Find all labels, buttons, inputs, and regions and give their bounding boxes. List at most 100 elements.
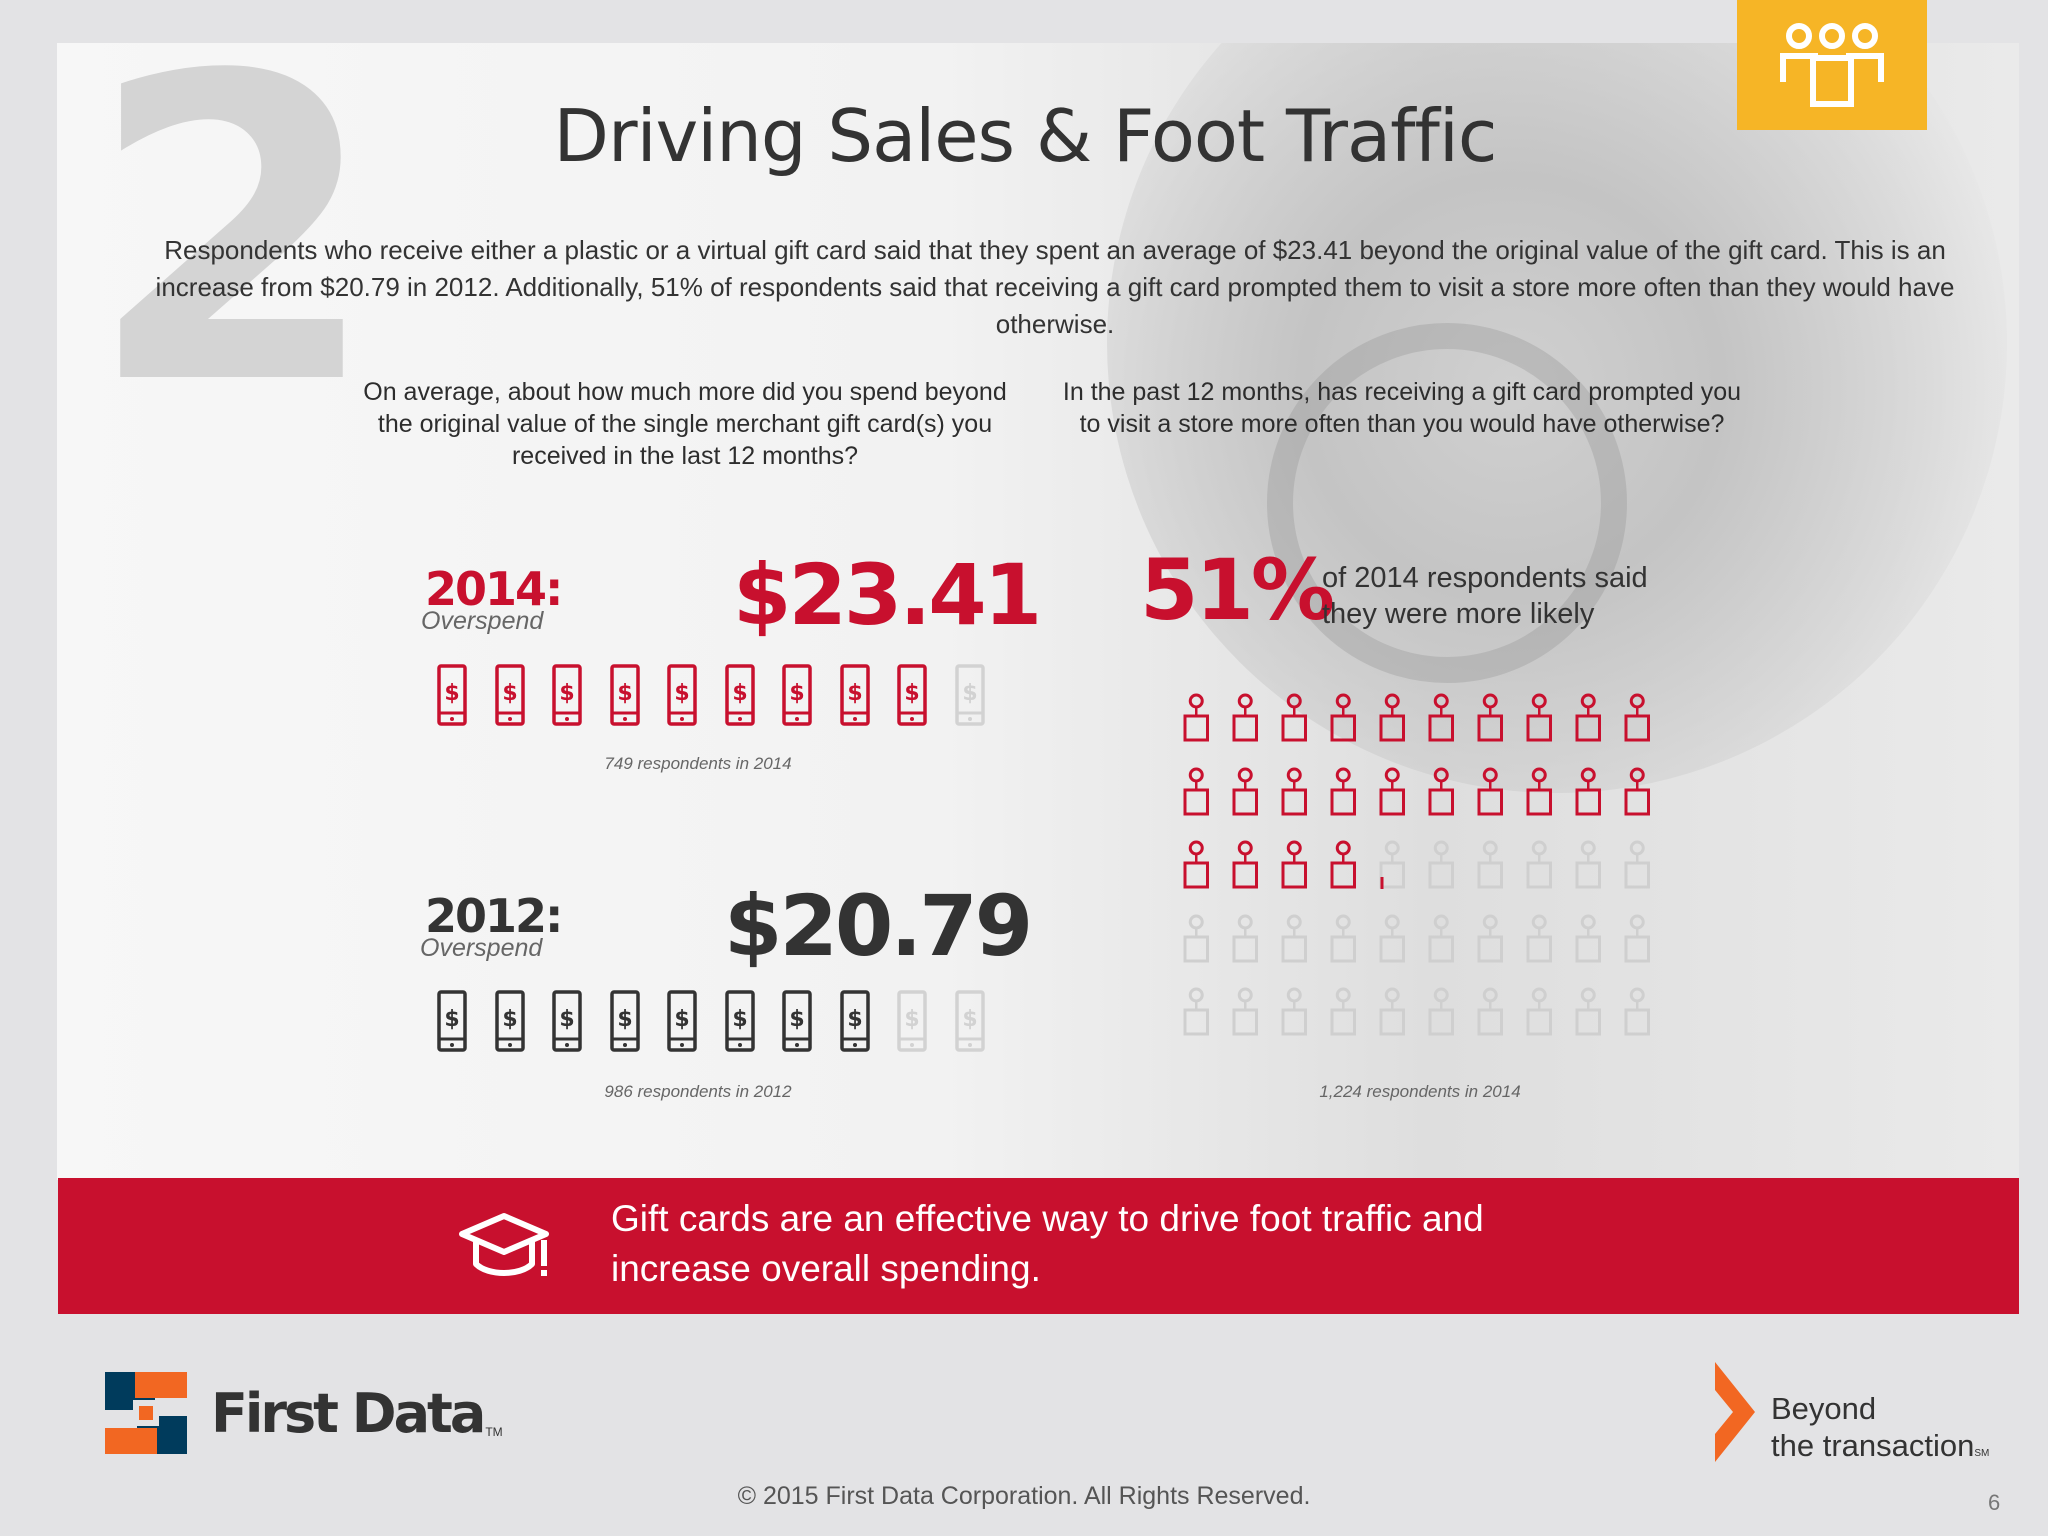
person-icon-filled bbox=[1624, 767, 1650, 815]
year-2012-label: 2012: bbox=[425, 889, 563, 943]
caption-2012: 986 respondents in 2012 bbox=[604, 1082, 792, 1101]
person-icon-empty bbox=[1575, 840, 1601, 889]
page-title: Driving Sales & Foot Traffic bbox=[553, 94, 1498, 178]
person-icon-empty bbox=[1477, 840, 1503, 889]
tagline-line2-text: the transaction bbox=[1771, 1428, 1975, 1463]
beyond-logo: Beyond the transactionSM bbox=[1715, 1362, 1989, 1472]
slide-panel: 2 bbox=[57, 43, 2019, 1180]
svg-text:$: $ bbox=[502, 681, 517, 706]
caption-people: 1,224 respondents in 2014 bbox=[1319, 1082, 1521, 1101]
person-icon-filled bbox=[1183, 840, 1209, 889]
person-icon-filled bbox=[1281, 767, 1307, 815]
person-icon-empty bbox=[1281, 914, 1307, 962]
svg-text:$: $ bbox=[847, 1007, 862, 1032]
phone-dollar-icon-filled: $ bbox=[839, 990, 870, 1052]
person-icon-filled bbox=[1232, 767, 1258, 815]
phone-dollar-icon-filled: $ bbox=[724, 664, 755, 726]
svg-text:$: $ bbox=[904, 681, 919, 706]
phone-icons-2012: $ $ $ $ $ $ $ $ $ $ bbox=[437, 990, 985, 1052]
person-icon-filled bbox=[1428, 767, 1454, 815]
people-badge bbox=[1737, 0, 1927, 130]
tagline-servicemark: SM bbox=[1974, 1448, 1990, 1459]
caption-2014: 749 respondents in 2014 bbox=[604, 754, 792, 773]
phone-dollar-icon-filled: $ bbox=[609, 990, 640, 1052]
svg-text:$: $ bbox=[617, 681, 632, 706]
percent-description: of 2014 respondents said they were more … bbox=[1322, 562, 1648, 630]
svg-text:$: $ bbox=[502, 1007, 517, 1032]
group-people-icon bbox=[1780, 23, 1884, 107]
person-icon-filled bbox=[1526, 767, 1552, 815]
svg-text:$: $ bbox=[789, 681, 804, 706]
amount-2014: $23.41 bbox=[733, 546, 1042, 644]
svg-text:$: $ bbox=[674, 681, 689, 706]
person-icon-empty bbox=[1330, 987, 1356, 1036]
people-row bbox=[1182, 766, 1652, 818]
svg-text:$: $ bbox=[904, 1007, 919, 1032]
person-icon-empty bbox=[1428, 987, 1454, 1036]
tagline-line1: Beyond bbox=[1771, 1391, 1877, 1426]
person-icon-empty bbox=[1330, 914, 1356, 962]
person-icon-empty bbox=[1379, 840, 1405, 889]
person-icon-filled bbox=[1379, 767, 1405, 815]
svg-text:$: $ bbox=[617, 1007, 632, 1032]
person-icon-filled bbox=[1183, 693, 1209, 742]
person-icon-empty bbox=[1183, 914, 1209, 962]
person-icon-empty bbox=[1428, 840, 1454, 889]
person-icon-empty bbox=[1526, 987, 1552, 1036]
people-icon-grid bbox=[1182, 692, 1652, 1060]
person-icon-empty bbox=[1232, 914, 1258, 962]
person-icon-filled bbox=[1526, 693, 1552, 742]
phone-dollar-icon-filled: $ bbox=[667, 990, 697, 1052]
person-icon-empty bbox=[1379, 987, 1405, 1036]
person-icon-empty bbox=[1526, 914, 1552, 962]
person-icon-filled bbox=[1428, 693, 1454, 742]
phone-dollar-icon-empty: $ bbox=[897, 990, 927, 1052]
phone-dollar-icon-filled: $ bbox=[782, 664, 812, 726]
person-icon-filled bbox=[1232, 840, 1258, 889]
person-icon-filled bbox=[1624, 693, 1650, 742]
svg-text:$: $ bbox=[444, 1007, 459, 1032]
phone-dollar-icon-filled: $ bbox=[724, 990, 755, 1052]
graduation-cap-icon bbox=[459, 1213, 549, 1276]
right-question: In the past 12 months, has receiving a g… bbox=[1062, 378, 1742, 438]
phone-dollar-icon-filled: $ bbox=[494, 990, 525, 1052]
tagline: Beyond the transactionSM bbox=[1771, 1390, 1989, 1472]
page-number: 6 bbox=[1988, 1490, 2001, 1515]
people-row bbox=[1182, 692, 1652, 744]
intro-paragraph: Respondents who receive either a plastic… bbox=[155, 235, 1955, 339]
people-row bbox=[1182, 913, 1652, 965]
person-icon-filled bbox=[1477, 693, 1503, 742]
person-icon-filled bbox=[1232, 693, 1258, 742]
svg-text:$: $ bbox=[559, 681, 574, 706]
orange-chevron-icon bbox=[1715, 1362, 1755, 1462]
svg-text:$: $ bbox=[674, 1007, 689, 1032]
person-icon-empty bbox=[1477, 914, 1503, 962]
left-question: On average, about how much more did you … bbox=[363, 378, 1007, 470]
svg-text:$: $ bbox=[962, 681, 977, 706]
phone-dollar-icon-filled: $ bbox=[897, 664, 927, 726]
svg-text:$: $ bbox=[559, 1007, 574, 1032]
person-icon-filled bbox=[1281, 693, 1307, 742]
takeaway-banner: Gift cards are an effective way to drive… bbox=[58, 1178, 2019, 1314]
person-icon-filled bbox=[1330, 767, 1356, 815]
person-icon-empty bbox=[1624, 987, 1650, 1036]
people-row bbox=[1182, 986, 1652, 1038]
svg-text:$: $ bbox=[732, 681, 747, 706]
copyright: © 2015 First Data Corporation. All Right… bbox=[737, 1482, 1311, 1510]
phone-dollar-icon-filled: $ bbox=[609, 664, 640, 726]
svg-text:$: $ bbox=[732, 1007, 747, 1032]
svg-text:$: $ bbox=[962, 1007, 977, 1032]
person-icon-filled bbox=[1281, 840, 1307, 889]
section-number: 2 bbox=[87, 43, 380, 477]
people-row bbox=[1182, 839, 1652, 891]
person-icon-filled bbox=[1575, 767, 1601, 815]
person-icon-empty bbox=[1428, 914, 1454, 962]
phone-dollar-icon-empty: $ bbox=[954, 664, 985, 726]
phone-dollar-icon-filled: $ bbox=[782, 990, 812, 1052]
person-icon-filled bbox=[1379, 693, 1405, 742]
phone-dollar-icon-filled: $ bbox=[839, 664, 870, 726]
tagline-line2: the transactionSM bbox=[1771, 1427, 1989, 1472]
person-icon-filled bbox=[1183, 767, 1209, 815]
phone-dollar-icon-filled: $ bbox=[552, 664, 582, 726]
svg-text:$: $ bbox=[789, 1007, 804, 1032]
